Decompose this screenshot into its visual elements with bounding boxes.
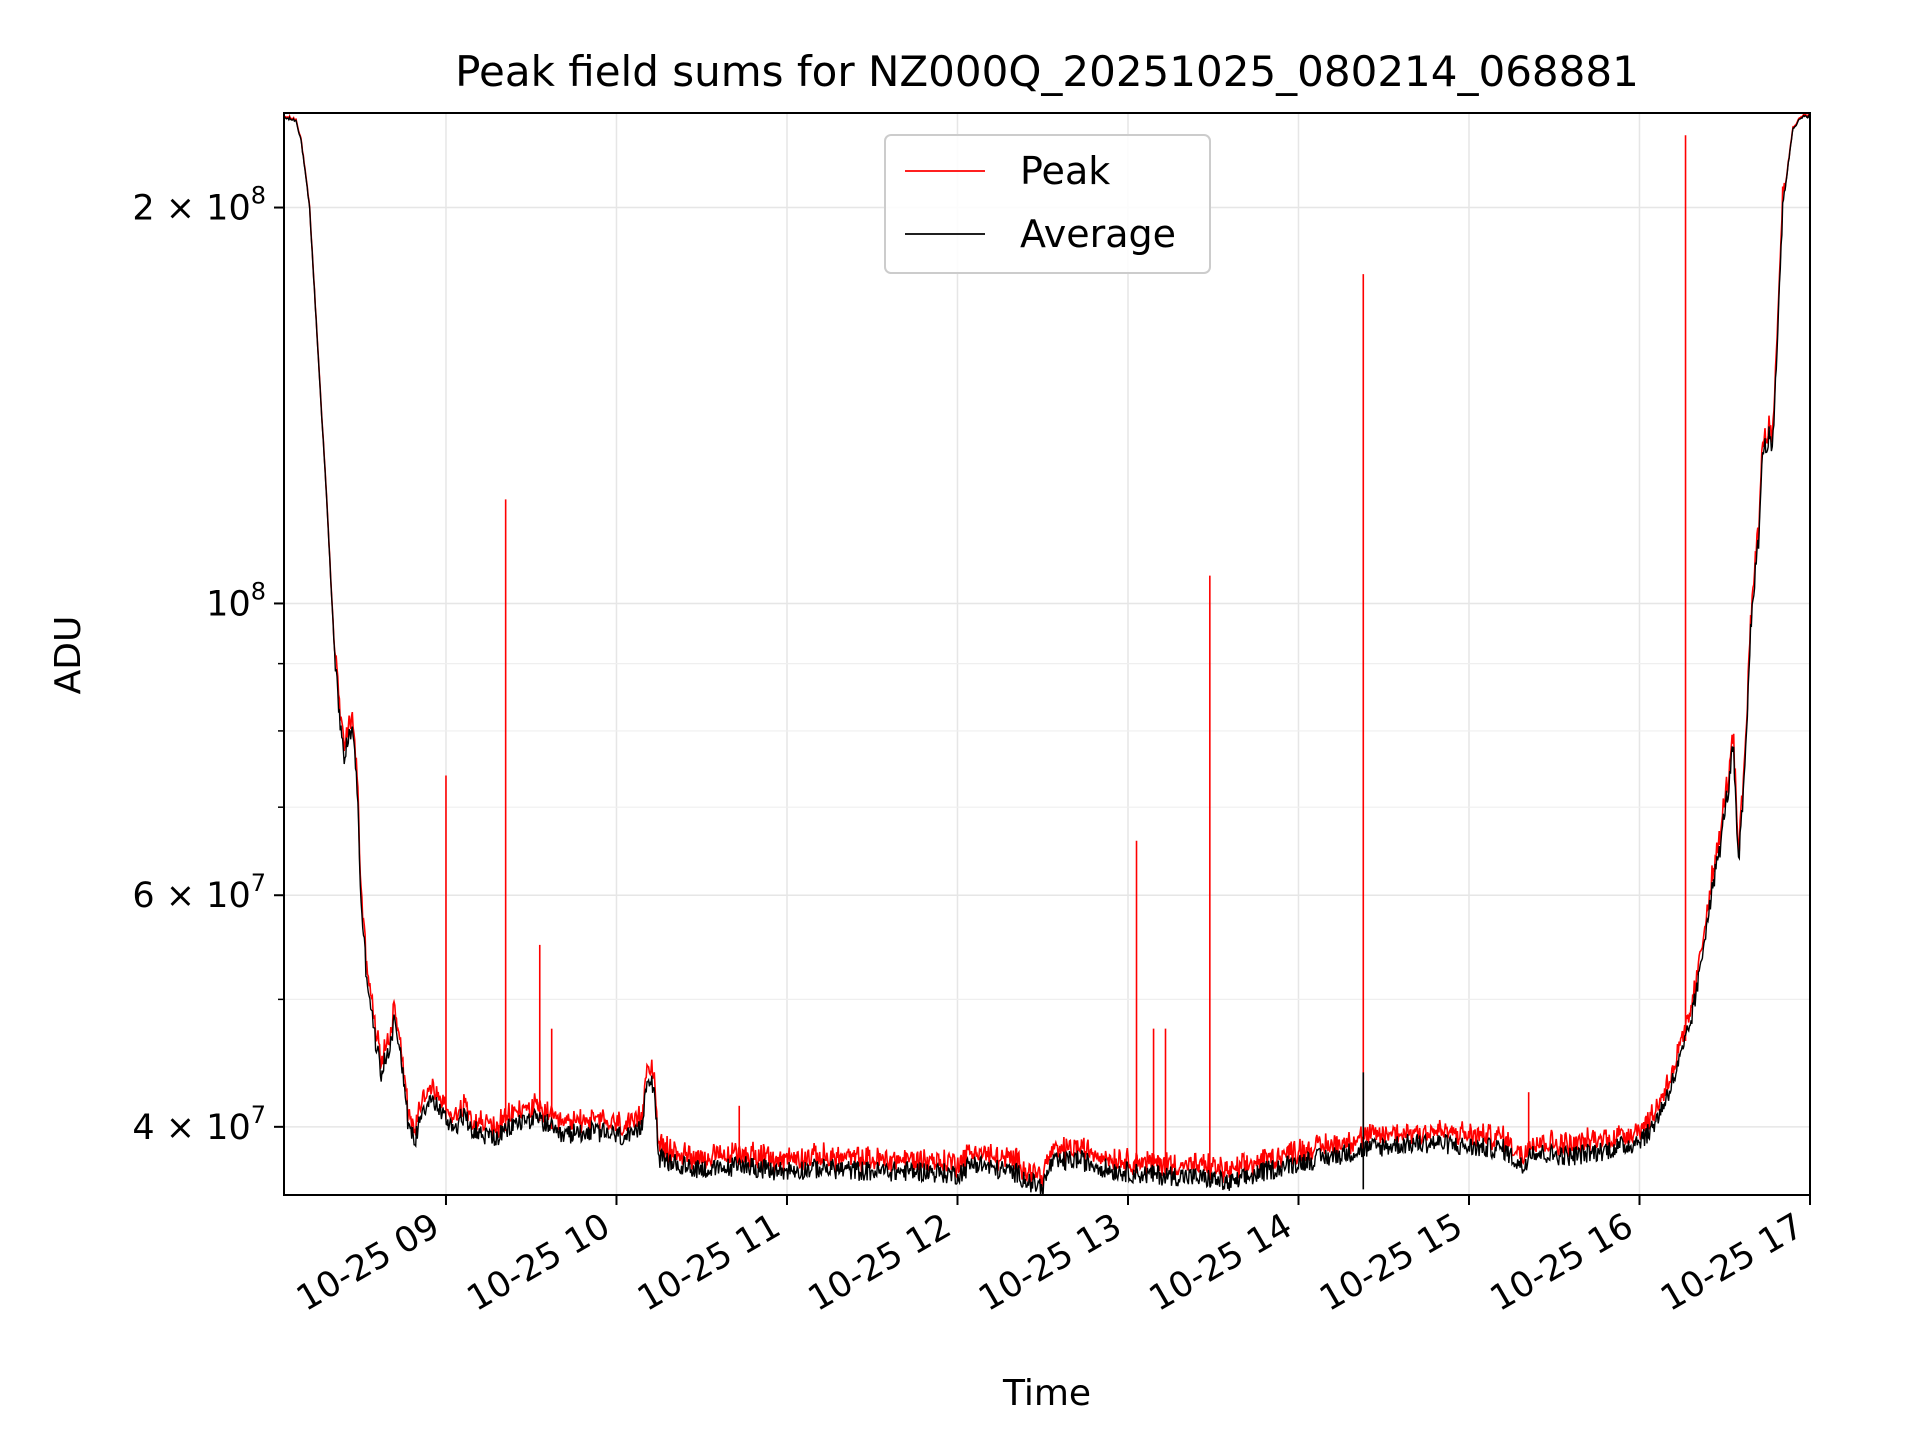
plot-frame <box>283 112 1811 1196</box>
chart-title: Peak field sums for NZ000Q_20251025_0802… <box>455 47 1639 96</box>
y-tick-label: 108 <box>206 577 266 624</box>
y-tick-label: 6 × 107 <box>132 869 266 916</box>
series-layer <box>283 112 1811 1196</box>
y-axis-label: ADU <box>48 616 89 695</box>
legend-label-peak: Peak <box>1020 149 1110 193</box>
series-line-average <box>283 114 1811 1196</box>
peak-spikes <box>445 135 1687 1179</box>
y-tick-label: 2 × 108 <box>132 182 266 229</box>
x-axis-label: Time <box>1002 1373 1091 1414</box>
series-line-peak <box>283 112 1811 1190</box>
y-tick-label: 4 × 107 <box>132 1101 266 1148</box>
legend-label-average: Average <box>1020 212 1176 256</box>
legend-box <box>884 134 1211 274</box>
legend: Peak Average <box>884 134 1211 274</box>
